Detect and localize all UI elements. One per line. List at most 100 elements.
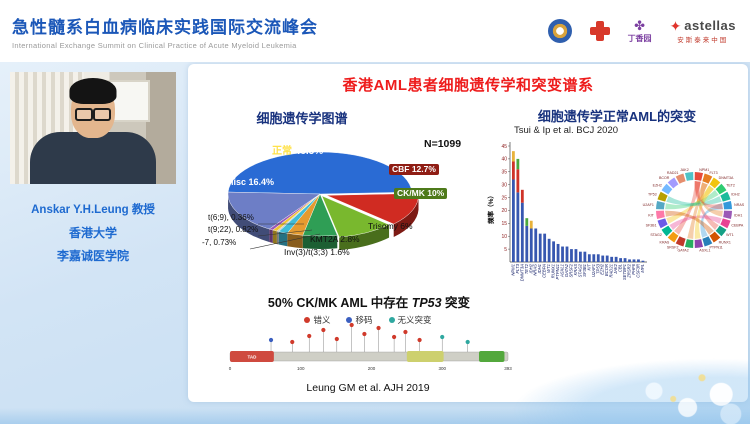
svg-text:TET2: TET2 <box>726 184 735 188</box>
pie-label-正常: 正常 48.5% <box>272 146 324 157</box>
svg-text:TP53: TP53 <box>595 263 600 274</box>
pie-label-CBF: CBF 12.7% <box>389 164 439 176</box>
svg-text:IDH1: IDH1 <box>537 264 542 274</box>
svg-text:ZRSR2: ZRSR2 <box>627 263 632 278</box>
bar-STAG2 <box>579 251 582 262</box>
bar-JAK2 <box>614 256 618 262</box>
pie-label-t(9;22): t(9;22), 0.82% <box>208 225 259 234</box>
svg-text:SRSF2: SRSF2 <box>667 246 679 250</box>
bar-NPM1 <box>512 179 515 262</box>
astellas-label: astellas <box>684 18 736 33</box>
header-logos: ✤ 丁香园 ✦ astellas 安斯泰来中国 <box>547 17 736 44</box>
svg-text:200: 200 <box>368 366 376 371</box>
speaker-video[interactable] <box>10 72 176 184</box>
svg-text:BCOR: BCOR <box>659 176 670 180</box>
svg-text:JAK2: JAK2 <box>613 263 618 275</box>
pie-label--7: -7, 0.73% <box>202 238 237 247</box>
mutation-lollipop <box>268 337 274 343</box>
bar-DNMT3A <box>520 202 524 262</box>
pie-slice-Misc <box>227 191 321 230</box>
svg-text:RAD21: RAD21 <box>667 171 679 175</box>
svg-text:RUNX1: RUNX1 <box>551 264 556 278</box>
mutation-lollipop <box>440 334 445 340</box>
svg-text:DNMT3A: DNMT3A <box>519 264 524 281</box>
tp53-heading-suffix: 突变 <box>441 296 471 310</box>
citation-left: Leung GM et al. AJH 2019 <box>306 382 430 394</box>
bar-MPL <box>641 260 645 262</box>
mutation-lollipop <box>290 339 295 345</box>
svg-text:SRSF2: SRSF2 <box>568 263 573 277</box>
pie-chart: N=1099 正常 48.5% Misc 16.4% CBF 12.7% CK/MK … <box>196 134 496 272</box>
svg-text:30: 30 <box>501 182 507 188</box>
svg-text:NPM1: NPM1 <box>510 264 515 276</box>
svg-text:DNMT3A: DNMT3A <box>719 176 734 180</box>
bar-BCOR <box>605 255 609 262</box>
mutation-lollipop <box>334 336 339 342</box>
bar-TET2 <box>525 225 529 262</box>
bar-FLT3 <box>516 158 520 170</box>
svg-text:100: 100 <box>297 366 305 371</box>
svg-text:U2AF1: U2AF1 <box>643 203 654 207</box>
bar-CBL <box>619 258 622 262</box>
pie-label-Inv(3)/t(3;3): Inv(3)/t(3;3) 1.6% <box>284 247 350 257</box>
svg-text:GATA2: GATA2 <box>564 263 569 277</box>
tp53-gene-name: TP53 <box>411 296 442 310</box>
svg-text:WT1: WT1 <box>726 233 734 237</box>
astellas-cn-label: 安斯泰来中国 <box>677 37 729 44</box>
svg-text:393: 393 <box>504 366 512 371</box>
bar-IDH2 <box>529 228 533 262</box>
bar-CEBPA <box>543 233 547 262</box>
svg-text:SETBP1: SETBP1 <box>622 264 627 280</box>
svg-text:ASXL1: ASXL1 <box>560 264 565 278</box>
bar-FLT3 <box>516 192 520 262</box>
mutation-lollipop <box>392 334 397 340</box>
svg-text:WT1: WT1 <box>546 264 551 273</box>
legend-item-2: 无义突变 <box>388 314 432 326</box>
bar-GATA2 <box>565 246 569 262</box>
mutation-lollipop <box>362 331 367 337</box>
mutation-chart-title: 细胞遗传学正常AML的突变 <box>537 109 697 124</box>
pie-label-Misc: Misc 16.4% <box>226 177 275 187</box>
svg-text:TAD: TAD <box>247 354 257 359</box>
speaker-body <box>30 132 156 184</box>
svg-text:KRAS: KRAS <box>573 264 578 276</box>
svg-text:NRAS: NRAS <box>734 203 745 207</box>
society-emblem-icon <box>547 19 572 43</box>
svg-text:FLT3: FLT3 <box>515 263 520 273</box>
svg-text:45: 45 <box>501 144 507 150</box>
slide: 香港AML患者细胞遗传学和突变谱系 细胞遗传学图谱 N=1099 正常 48.5… <box>188 64 748 402</box>
svg-text:MPL: MPL <box>640 263 645 272</box>
svg-text:CBL: CBL <box>618 263 623 272</box>
svg-text:IDH1: IDH1 <box>734 213 742 217</box>
summit-title: 急性髓系白血病临床实践国际交流峰会 <box>12 17 318 37</box>
bar-DNMT3A <box>520 189 524 203</box>
slide-title: 香港AML患者细胞遗传学和突变谱系 <box>342 77 594 94</box>
bar-RUNX1 <box>552 241 555 262</box>
bar-TET2 <box>525 218 529 226</box>
bar-NPM1 <box>512 161 515 180</box>
svg-text:KIT: KIT <box>586 264 591 271</box>
astellas-star-icon: ✦ <box>669 17 682 34</box>
svg-text:IDH2: IDH2 <box>731 193 739 197</box>
bar-TP53 <box>596 254 600 262</box>
bar-U2AF1 <box>592 254 596 262</box>
cytogenetics-pie-svg <box>227 151 419 251</box>
svg-text:STAG2: STAG2 <box>577 263 582 277</box>
bar-KRAS <box>574 249 578 262</box>
svg-text:10: 10 <box>501 234 507 240</box>
citation-right: Tsui & Ip et al. BCJ 2020 <box>513 125 619 136</box>
pie-title: 细胞遗传学图谱 <box>256 111 348 126</box>
svg-text:0: 0 <box>229 366 232 371</box>
mutation-lollipop <box>403 329 408 335</box>
pie-slice-正常 <box>227 151 413 195</box>
sample-size-label: N=1099 <box>424 138 462 150</box>
bar-SF3B1 <box>583 251 587 262</box>
svg-text:FLT3: FLT3 <box>709 171 717 175</box>
svg-text:EZH2: EZH2 <box>653 184 662 188</box>
svg-text:NPM1: NPM1 <box>699 168 709 172</box>
decorative-wave <box>0 408 750 424</box>
legend-item-1: 移码 <box>346 314 373 326</box>
header-title-block: 急性髓系白血病临床实践国际交流峰会 International Exchange… <box>12 13 318 50</box>
